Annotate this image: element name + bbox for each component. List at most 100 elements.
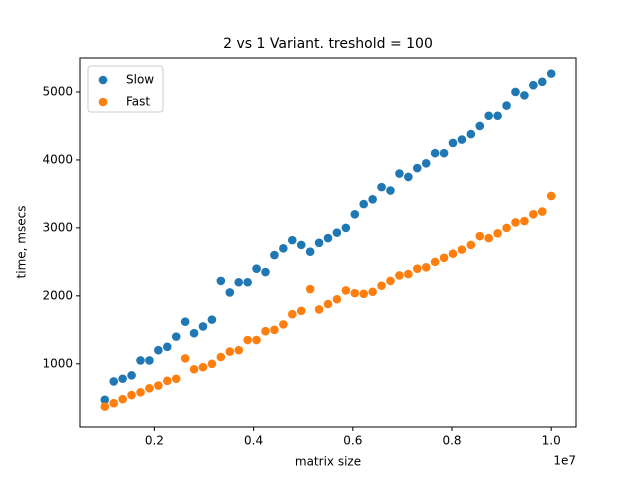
scatter-point — [270, 325, 279, 335]
y-tick-label: 1000 — [42, 356, 73, 370]
scatter-point — [368, 287, 377, 297]
scatter-point — [171, 332, 181, 341]
scatter-point — [529, 80, 538, 90]
scatter-point — [162, 342, 172, 352]
legend-marker — [98, 75, 108, 85]
chart-title: 2 vs 1 Variant. treshold = 100 — [223, 36, 433, 52]
scatter-point — [430, 148, 440, 158]
scatter-point — [359, 199, 369, 209]
scatter-point — [421, 159, 431, 168]
y-axis-label: time, msecs — [15, 206, 29, 279]
scatter-point — [261, 267, 270, 277]
y-tick-label: 4000 — [42, 152, 73, 166]
scatter-point — [314, 305, 324, 314]
scatter-point — [314, 238, 324, 248]
scatter-point — [252, 264, 261, 273]
scatter-point — [421, 263, 431, 272]
scatter-point — [412, 163, 422, 173]
scatter-point — [502, 223, 511, 233]
scatter-point — [466, 129, 476, 139]
scatter-point — [305, 247, 315, 256]
scatter-point — [296, 306, 306, 316]
scatter-point — [145, 383, 154, 393]
scatter-point — [350, 209, 360, 219]
scatter-point — [279, 243, 288, 253]
scatter-point — [225, 347, 235, 356]
scatter-point — [395, 271, 404, 280]
scatter-point — [341, 286, 351, 295]
scatter-point — [520, 91, 529, 100]
scatter-point — [520, 216, 529, 226]
scatter-point — [180, 354, 190, 363]
scatter-point — [475, 231, 485, 241]
scatter-point — [198, 362, 208, 372]
scatter-point — [279, 320, 288, 329]
scatter-point — [457, 135, 467, 144]
scatter-point — [118, 394, 127, 404]
scatter-point — [207, 359, 217, 369]
scatter-point — [180, 317, 190, 326]
scatter-point — [171, 374, 181, 384]
scatter-point — [448, 138, 458, 148]
scatter-point — [234, 345, 244, 355]
scatter-point — [109, 398, 119, 408]
scatter-point — [136, 388, 145, 397]
scatter-point — [332, 294, 342, 304]
plot-frame — [79, 57, 577, 428]
scatter-point — [189, 328, 199, 338]
scatter-point — [332, 228, 342, 237]
scatter-point — [136, 356, 145, 365]
scatter-point — [412, 264, 422, 273]
scatter-point — [225, 288, 235, 297]
scatter-point — [529, 209, 538, 219]
scatter-point — [484, 233, 494, 243]
scatter-point — [216, 276, 226, 286]
legend-label: Fast — [126, 95, 150, 109]
scatter-point — [234, 277, 244, 287]
scatter-point — [395, 169, 404, 178]
scatter-point — [261, 326, 270, 336]
scatter-point — [511, 87, 520, 97]
scatter-point — [270, 250, 279, 260]
scatter-point — [457, 245, 467, 254]
scatter-point — [404, 172, 413, 182]
scatter-point — [252, 335, 261, 345]
scatter-point — [100, 402, 110, 411]
scatter-point — [484, 111, 494, 121]
scatter-point — [127, 371, 136, 380]
x-offset-label: 1e7 — [553, 454, 576, 468]
scatter-point — [359, 289, 369, 299]
scatter-point — [430, 257, 440, 267]
scatter-point — [466, 240, 476, 250]
scatter-point — [502, 101, 511, 110]
scatter-point — [216, 352, 226, 362]
scatter-point — [511, 218, 520, 227]
scatter-point — [350, 288, 360, 298]
scatter-point — [377, 281, 386, 290]
scatter-point — [475, 121, 485, 131]
scatter-point — [377, 182, 386, 192]
scatter-point — [546, 69, 556, 78]
scatter-point — [243, 335, 252, 345]
scatter-point — [439, 253, 449, 263]
legend-marker — [98, 97, 108, 107]
scatter-point — [154, 345, 163, 355]
scatter-point — [145, 356, 154, 365]
scatter-point — [287, 309, 297, 319]
scatter-point — [493, 111, 502, 121]
scatter-point — [198, 322, 208, 331]
y-tick-label: 3000 — [42, 220, 73, 234]
scatter-point — [207, 315, 217, 324]
scatter-point — [386, 276, 395, 286]
scatter-point — [493, 229, 502, 238]
x-tick-label: 0.4 — [244, 434, 263, 448]
scatter-point — [127, 390, 136, 400]
x-tick-label: 0.2 — [145, 434, 164, 448]
scatter-point — [287, 235, 297, 245]
scatter-point — [118, 374, 127, 384]
scatter-point — [368, 195, 377, 204]
scatter-point — [448, 249, 458, 259]
scatter-point — [296, 240, 306, 250]
scatter-point — [154, 381, 163, 390]
